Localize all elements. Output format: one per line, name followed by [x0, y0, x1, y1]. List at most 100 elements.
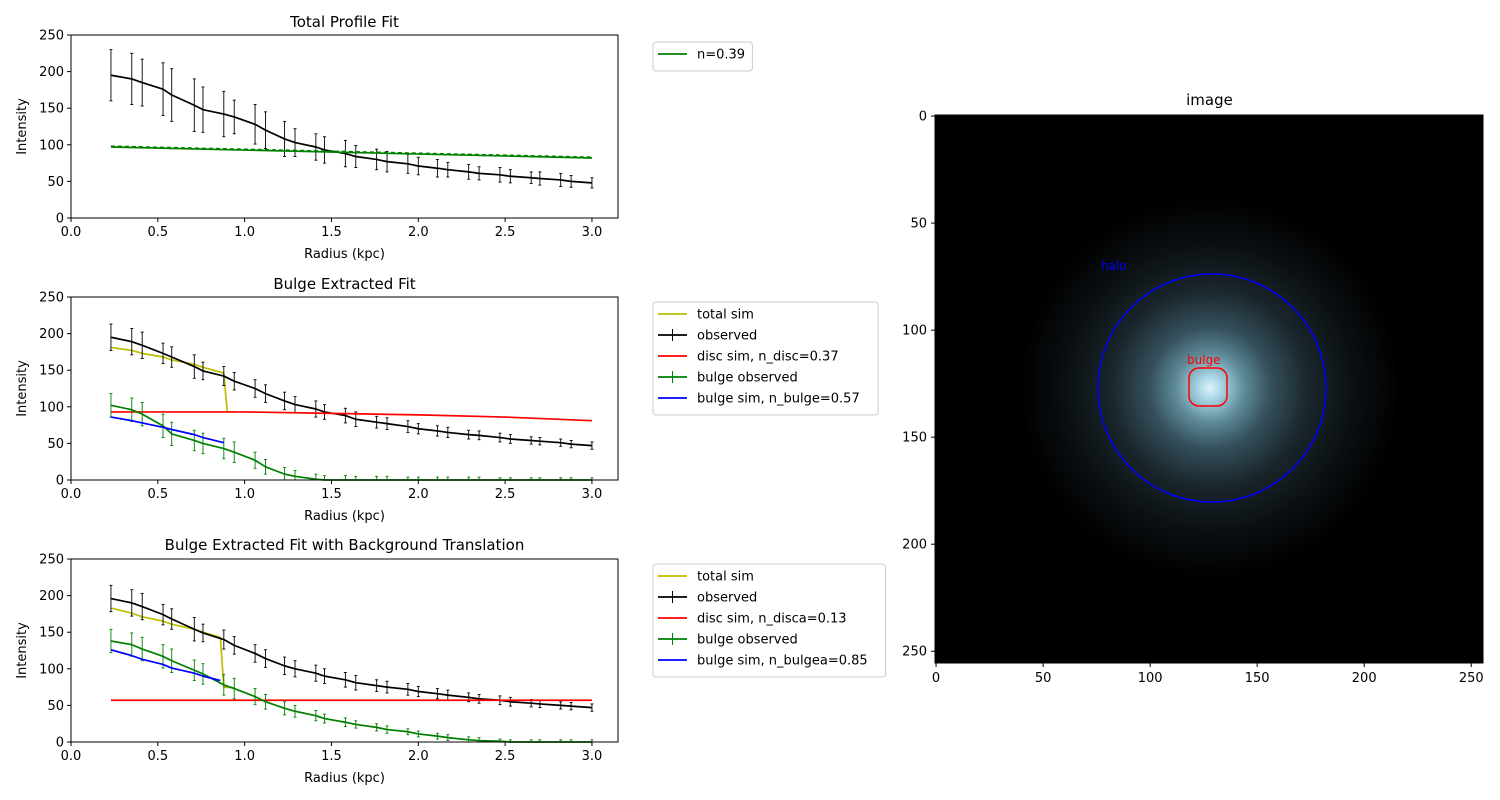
x-tick-label: 2.5 — [495, 487, 516, 502]
y-tick-label: 0 — [919, 110, 927, 125]
x-ticks: 0.0 0.5 1.0 1.5 2.0 2.5 3.0 — [61, 742, 603, 764]
legend-label: observed — [697, 591, 757, 606]
y-tick-label: 200 — [902, 538, 927, 553]
y-tick-label: 250 — [39, 553, 64, 568]
y-ticks: 0 50 100 150 200 250 — [902, 110, 935, 660]
legend-item: total sim — [658, 308, 754, 323]
y-tick-label: 150 — [39, 364, 64, 379]
legend-item: bulge sim, n_bulge=0.57 — [658, 392, 860, 407]
x-tick-label: 50 — [1035, 671, 1052, 686]
x-tick-label: 1.5 — [321, 487, 342, 502]
series-disc-sim-n-disc-0-37 — [110, 411, 592, 422]
x-tick-label: 2.0 — [408, 487, 429, 502]
y-tick-label: 0 — [56, 212, 64, 227]
halo-label: halo — [1101, 259, 1127, 273]
x-tick-label: 0.0 — [61, 225, 82, 240]
legend-item: observed — [658, 329, 757, 344]
legend-label: disc sim, n_disc=0.37 — [697, 350, 839, 365]
panel-image: image halo bulge 0 50 100 150 200 250 0 50 100 1… — [902, 91, 1483, 686]
axes-frame — [70, 34, 619, 219]
x-tick-label: 2.5 — [495, 749, 516, 764]
series-line — [110, 411, 592, 422]
y-tick-label: 150 — [39, 626, 64, 641]
series-line — [110, 416, 225, 444]
x-tick-label: 250 — [1459, 671, 1484, 686]
y-tick-label: 50 — [47, 437, 64, 452]
series-line — [110, 146, 592, 159]
legend-item: bulge observed — [658, 633, 798, 648]
y-tick-label: 200 — [39, 65, 64, 80]
series-observed — [109, 584, 594, 712]
x-tick-label: 3.0 — [582, 487, 603, 502]
galaxy-glow — [935, 115, 1483, 663]
x-tick-label: 0.5 — [147, 225, 168, 240]
x-tick-label: 1.5 — [321, 225, 342, 240]
legend-item: bulge observed — [658, 371, 798, 386]
x-axis-label: Radius (kpc) — [304, 509, 385, 524]
y-ticks: 0 50 100 150 200 250 — [39, 553, 71, 751]
plot-content — [109, 584, 594, 743]
y-tick-label: 0 — [56, 474, 64, 489]
x-tick-label: 100 — [1138, 671, 1163, 686]
x-tick-label: 1.0 — [234, 225, 255, 240]
y-tick-label: 150 — [902, 431, 927, 446]
x-axis-label: Radius (kpc) — [304, 247, 385, 262]
x-ticks: 0.0 0.5 1.0 1.5 2.0 2.5 3.0 — [61, 480, 603, 502]
x-tick-label: 0 — [932, 671, 940, 686]
y-tick-label: 250 — [39, 29, 64, 44]
y-ticks: 0 50 100 150 200 250 — [39, 291, 71, 489]
y-tick-label: 100 — [39, 400, 64, 415]
panel-bulge-extracted-fit: 0.0 0.5 1.0 1.5 2.0 2.5 3.0 0 50 100 150 200 250 Bu… — [15, 275, 879, 524]
halo-contour — [1097, 273, 1327, 503]
y-axis-label: Intensity — [15, 360, 30, 417]
x-tick-label: 0.0 — [61, 749, 82, 764]
series-line-dashed — [110, 145, 592, 158]
panel-bulge-background-fit: 0.0 0.5 1.0 1.5 2.0 2.5 3.0 0 50 100 150 200 250 Bu… — [15, 536, 887, 786]
series-line — [110, 74, 593, 184]
legend-box — [652, 301, 879, 416]
legend-label: total sim — [697, 308, 754, 323]
axes-frame — [934, 114, 1484, 664]
x-tick-label: 0.0 — [61, 487, 82, 502]
x-tick-label: 2.0 — [408, 749, 429, 764]
y-tick-label: 250 — [902, 645, 927, 660]
legend-item: observed — [658, 591, 757, 606]
legend-label: observed — [697, 329, 757, 344]
series-line — [110, 336, 593, 447]
series-observed — [109, 323, 594, 450]
legend-label: bulge sim, n_bulge=0.57 — [697, 392, 860, 407]
series-n-0-39 — [110, 145, 592, 159]
x-tick-label: 0.5 — [147, 749, 168, 764]
panel-total-profile-fit: 0.0 0.5 1.0 1.5 2.0 2.5 3.0 0 50 100 150 200 250 To… — [15, 13, 753, 262]
legend-item: disc sim, n_disc=0.37 — [658, 350, 839, 365]
series-bulge-sim-n-bulge-0-57 — [110, 416, 225, 444]
y-tick-label: 50 — [47, 699, 64, 714]
y-tick-label: 50 — [47, 175, 64, 190]
x-tick-label: 3.0 — [582, 749, 603, 764]
x-tick-label: 3.0 — [582, 225, 603, 240]
series-line — [110, 640, 592, 743]
x-tick-label: 1.0 — [234, 487, 255, 502]
plot-content — [109, 49, 594, 189]
bulge-contour — [1188, 367, 1228, 407]
x-axis-label: Radius (kpc) — [304, 771, 385, 786]
y-axis-label: Intensity — [15, 622, 30, 679]
series-bulge-observed — [109, 628, 594, 743]
x-tick-label: 2.0 — [408, 225, 429, 240]
series-total-sim — [110, 607, 235, 689]
series-line — [110, 648, 221, 682]
series-unnamed — [109, 49, 594, 189]
y-tick-label: 50 — [910, 217, 927, 232]
y-tick-label: 0 — [56, 736, 64, 751]
legend-label: bulge observed — [697, 371, 798, 386]
x-tick-label: 1.0 — [234, 749, 255, 764]
legend-label: disc sim, n_disca=0.13 — [697, 612, 847, 627]
legend: n=0.39 — [652, 41, 753, 72]
x-tick-label: 150 — [1245, 671, 1270, 686]
axes-frame — [70, 296, 619, 481]
legend-box — [652, 41, 753, 72]
x-tick-label: 1.5 — [321, 749, 342, 764]
legend-item: total sim — [658, 570, 754, 585]
legend: total sim observed disc sim, n_disc=0.37bu… — [652, 301, 879, 416]
legend-label: bulge observed — [697, 633, 798, 648]
